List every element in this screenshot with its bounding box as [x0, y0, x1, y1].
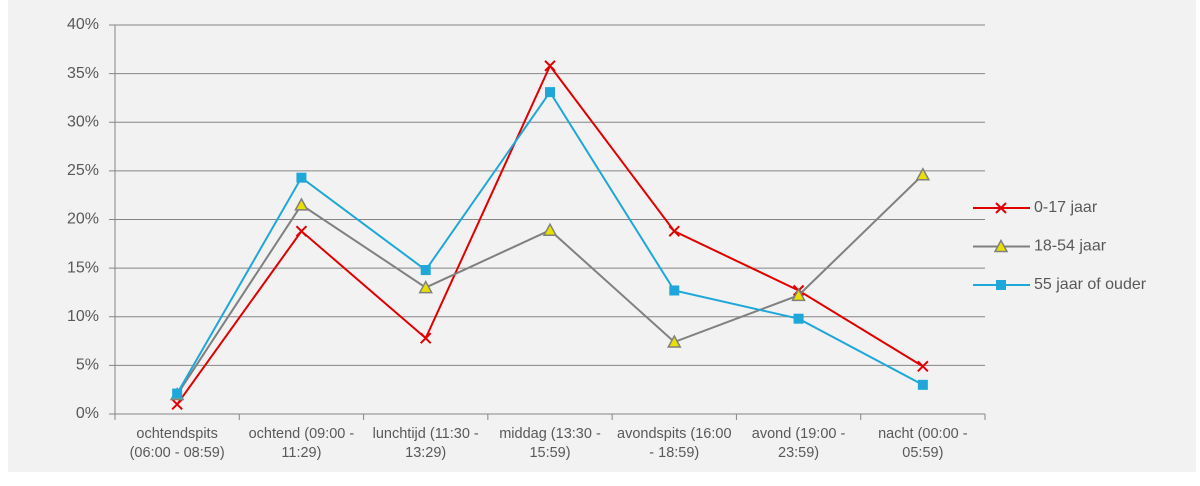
marker [995, 202, 1007, 214]
marker [544, 60, 556, 72]
y-tick-label: 10% [67, 308, 99, 325]
x-tick-label: ochtendspits (06:00 - 08:59) [129, 426, 225, 461]
marker [996, 280, 1006, 290]
legend-label: 55 jaar of ouder [1034, 276, 1147, 293]
marker [915, 167, 931, 181]
chart-background [8, 0, 1196, 472]
marker [545, 87, 555, 98]
marker [171, 398, 183, 410]
y-tick-label: 5% [76, 357, 99, 374]
x-tick-label: avond (19:00 - 23:59) [751, 426, 846, 461]
legend-label: 18-54 jaar [1034, 238, 1107, 255]
y-tick-label: 0% [76, 405, 99, 422]
x-tick-label: nacht (00:00 - 05:59) [878, 426, 968, 461]
x-tick-label: middag (13:30 - 15:59) [499, 426, 601, 461]
marker [791, 287, 806, 302]
series [169, 167, 931, 401]
marker [667, 334, 682, 348]
marker [542, 222, 558, 236]
marker [296, 172, 307, 183]
legend-entry: 55 jaar of ouder [973, 276, 1147, 293]
marker [295, 225, 308, 237]
marker [420, 332, 432, 344]
marker [294, 197, 309, 211]
marker [993, 238, 1009, 253]
legend-entry: 0-17 jaar [973, 199, 1098, 216]
marker [793, 313, 804, 324]
y-tick-label: 15% [67, 259, 99, 276]
y-tick-label: 40% [67, 16, 99, 33]
y-tick-label: 35% [67, 65, 99, 82]
marker [917, 360, 929, 373]
marker [668, 225, 680, 237]
marker [917, 379, 928, 390]
y-tick-label: 30% [67, 113, 99, 130]
marker [418, 280, 433, 294]
x-tick-label: avondspits (16:00 - 18:59) [617, 426, 732, 461]
x-tick-label: ochtend (09:00 - 11:29) [248, 426, 355, 461]
x-tick-label: lunchtijd (11:30 - 13:29) [372, 426, 479, 461]
marker [669, 285, 680, 296]
marker [172, 388, 183, 399]
y-tick-label: 25% [67, 162, 99, 179]
marker [420, 265, 431, 276]
series [172, 87, 928, 399]
legend-entry: 18-54 jaar [973, 238, 1107, 255]
legend-label: 0-17 jaar [1034, 199, 1098, 216]
y-tick-label: 20% [67, 211, 99, 228]
